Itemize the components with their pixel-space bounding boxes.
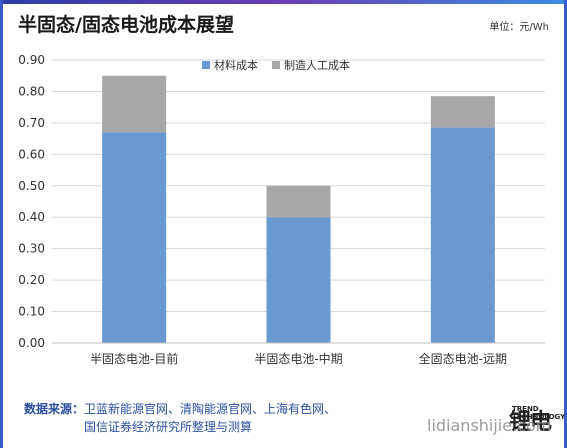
stacked-bar-chart: 0.00 0.10 0.20 0.30 0.40 0.50 0.60 0.70 0.80 0.90… [18, 53, 545, 366]
right-accent-bar [564, 0, 567, 448]
bar-material [102, 132, 167, 343]
chart-title: 半固态/固态电池成本展望 [18, 14, 234, 36]
y-tick-label: 0.50 [18, 179, 45, 193]
legend-label: 制造人工成本 [284, 58, 350, 72]
source-note: 数据来源：卫蓝新能源官网、清陶能源官网、上海有色网、 国信证券经济研究所整理与测… [24, 400, 336, 436]
bar-labor [266, 185, 331, 218]
y-tick-label: 0.60 [18, 147, 45, 161]
x-tick-label: 半固态电池-中期 [254, 351, 342, 366]
y-tick-label: 0.10 [18, 305, 45, 319]
bar-labor [102, 75, 167, 133]
brand-subtext: TREND TECHNOLOGY [512, 405, 565, 421]
source-label: 数据来源： [24, 402, 85, 416]
unit-label: 单位：元/Wh [489, 22, 549, 33]
bar-material [430, 127, 495, 343]
legend-swatch [202, 61, 210, 69]
watermark: lidianshijie.com [427, 416, 552, 435]
bar-material [266, 217, 331, 343]
y-tick-label: 0.30 [18, 242, 45, 256]
y-tick-label: 0.20 [18, 273, 45, 287]
y-tick-label: 0.80 [18, 84, 45, 98]
left-accent-bar [0, 0, 3, 448]
brand-sub-1: TREND [512, 405, 539, 413]
y-tick-label: 0.90 [18, 53, 45, 67]
x-tick-label: 半固态电池-目前 [90, 351, 178, 366]
y-tick-label: 0.70 [18, 116, 45, 130]
y-tick-label: 0.00 [18, 336, 45, 350]
brand-text: 锂电 [508, 410, 552, 435]
y-tick-label: 0.40 [18, 210, 45, 224]
bar-labor [430, 96, 495, 128]
brand-logo: 锂电 [508, 404, 552, 436]
x-tick-label: 全固态电池-远期 [419, 351, 507, 366]
source-line-1: 卫蓝新能源官网、清陶能源官网、上海有色网、 [84, 402, 337, 416]
legend-label: 材料成本 [214, 58, 258, 72]
source-line-2: 国信证券经济研究所整理与测算 [84, 420, 253, 434]
brand-sub-2: TECHNOLOGY [512, 413, 566, 421]
legend-swatch [272, 61, 280, 69]
top-accent-bar [0, 0, 567, 4]
